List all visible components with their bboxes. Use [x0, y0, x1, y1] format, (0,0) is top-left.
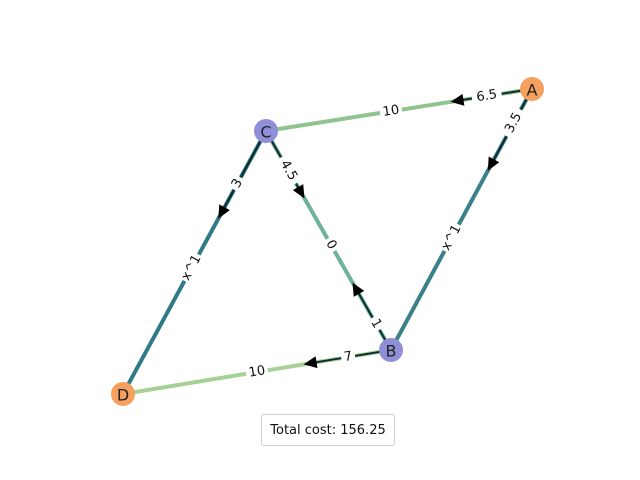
edge-label-text: 7 — [343, 349, 354, 365]
arrowhead-icon — [218, 204, 230, 219]
node-circle[interactable] — [111, 382, 135, 406]
edge-label-background — [320, 234, 342, 255]
node-label: C — [260, 123, 271, 142]
node-label: D — [117, 386, 129, 405]
edge-c-a: 106.5 — [264, 85, 534, 133]
arrowhead-icon — [450, 93, 465, 106]
node-b[interactable]: B — [379, 338, 403, 362]
edge-label: 3 — [227, 173, 248, 194]
node-circle[interactable] — [520, 77, 544, 101]
edge-c-d: 3 x^1 — [121, 129, 268, 396]
edge-label-background — [365, 313, 387, 334]
edge-label: 3.5 — [499, 105, 528, 140]
edge-label: 0 — [320, 234, 342, 255]
arrowhead-icon — [303, 356, 318, 369]
edge-label-text: 10 — [248, 363, 267, 380]
edge-d-b: 10 7 — [121, 348, 393, 396]
edge-label-background — [274, 153, 303, 188]
edge-c-b: 4.5 0 1 — [264, 129, 393, 352]
edge-label: 6.5 — [470, 85, 503, 107]
edge-a-b: 3.5 x^1 — [389, 87, 534, 352]
edge-label: 10 — [378, 101, 404, 121]
node-label: A — [527, 81, 538, 100]
total-cost-box: Total cost: 156.25 — [261, 414, 395, 446]
edge-label-background — [339, 348, 357, 367]
edge-label-background — [378, 101, 404, 121]
edge-label-background — [227, 173, 248, 194]
node-layer: A B C D — [111, 77, 544, 406]
total-cost-text: Total cost: 156.25 — [270, 422, 386, 438]
node-c[interactable]: C — [254, 119, 278, 143]
edge-label-background — [499, 105, 528, 140]
arrowhead-icon — [292, 184, 305, 199]
edge-label-background — [177, 250, 206, 285]
edge-label-background — [437, 220, 466, 255]
edge-label-text: 10 — [382, 103, 401, 120]
edge-shaft — [220, 130, 267, 214]
edge-label: x^1 — [177, 250, 206, 285]
node-circle[interactable] — [254, 119, 278, 143]
node-d[interactable]: D — [111, 382, 135, 406]
node-circle[interactable] — [379, 338, 403, 362]
edge-label-background — [470, 85, 503, 107]
arrowhead-icon — [352, 282, 365, 297]
edge-label: 1 — [365, 313, 387, 334]
edge-label: 4.5 — [274, 153, 303, 188]
edge-label: x^1 — [437, 220, 466, 255]
arrowhead-icon — [487, 156, 500, 171]
edge-label: 7 — [339, 348, 357, 367]
edge-label-background — [244, 362, 270, 382]
edge-label: 10 — [244, 362, 270, 382]
node-label: B — [386, 342, 397, 361]
edge-label-text: 6.5 — [475, 87, 498, 105]
node-a[interactable]: A — [520, 77, 544, 101]
